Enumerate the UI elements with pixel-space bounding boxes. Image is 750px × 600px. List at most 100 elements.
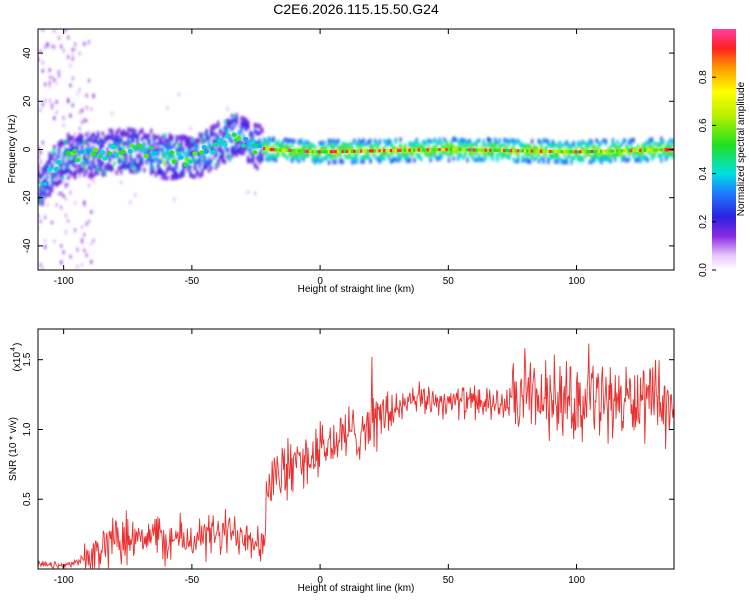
heat-cell [101, 131, 105, 137]
heat-cell [59, 166, 63, 172]
heat-cell [50, 220, 54, 225]
heat-cell [193, 160, 197, 165]
heat-cell [237, 130, 241, 136]
heat-cell [108, 131, 111, 136]
heat-cell [200, 138, 204, 144]
heat-cell [290, 148, 294, 153]
heat-cell [46, 185, 49, 190]
heat-cell [546, 149, 550, 153]
heat-cell [602, 138, 605, 144]
heat-cell [235, 113, 238, 118]
heat-cell [41, 180, 45, 186]
heat-cell [355, 149, 358, 153]
heat-cell [258, 156, 262, 162]
heat-cell [611, 142, 615, 148]
heat-cell [42, 181, 48, 187]
heat-cell [108, 134, 112, 140]
heat-cell [240, 121, 243, 126]
heat-cell [203, 155, 206, 161]
heat-cell [373, 142, 377, 147]
heat-cell [546, 157, 550, 163]
heat-cell [38, 199, 40, 205]
heat-cell [200, 132, 204, 138]
heat-cell [383, 150, 386, 156]
spectrogram-cells [38, 29, 674, 270]
heat-cell [613, 143, 617, 148]
heat-cell [76, 138, 79, 143]
heat-cell [440, 149, 444, 155]
heat-cell [90, 259, 93, 264]
heat-cell [57, 180, 61, 186]
heat-cell [67, 35, 70, 40]
heat-cell [173, 142, 176, 148]
heat-cell [306, 140, 310, 146]
heat-cell [166, 175, 169, 181]
heat-cell [101, 160, 105, 166]
heat-cell [138, 165, 142, 171]
heat-cell [251, 131, 255, 137]
heat-cell [611, 149, 615, 153]
heat-cell [189, 141, 192, 147]
heat-cell [556, 152, 559, 158]
heat-cell [41, 201, 45, 206]
heat-cell [96, 131, 100, 136]
heat-cell [166, 168, 169, 173]
heat-cell [463, 138, 467, 144]
heat-cell [117, 166, 121, 171]
heat-cell [570, 143, 573, 149]
heat-cell [221, 153, 225, 158]
heat-cell [304, 139, 308, 145]
heat-cell [210, 145, 213, 150]
heat-cell [38, 213, 40, 218]
heat-cell [556, 143, 559, 148]
heat-cell [477, 148, 481, 152]
heat-cell [94, 135, 98, 141]
heat-cell [276, 142, 280, 147]
heat-cell [50, 175, 54, 181]
heat-cell [618, 144, 622, 149]
heat-cell [634, 148, 638, 153]
chart-title: C2E6.2026.115.15.50.G24 [273, 1, 439, 17]
heat-cell [78, 140, 82, 145]
heat-cell [332, 144, 335, 149]
heat-cell [207, 168, 211, 173]
heat-cell [514, 159, 518, 164]
heat-cell [371, 144, 375, 150]
heat-cell [350, 141, 354, 147]
heat-cell [549, 142, 552, 148]
heat-cell [620, 156, 624, 161]
heat-cell [198, 161, 202, 167]
heat-cell [205, 136, 208, 142]
heat-cell [623, 138, 626, 143]
heat-cell [41, 191, 45, 197]
heat-cell [115, 170, 118, 176]
heat-cell [514, 149, 518, 153]
heat-cell [507, 150, 511, 156]
heat-cell [193, 165, 197, 171]
heat-cell [64, 182, 68, 187]
heat-cell [192, 151, 198, 156]
heat-cell [133, 158, 137, 164]
heat-cell [636, 143, 640, 149]
heat-cell [85, 169, 88, 174]
heat-cell [523, 146, 527, 151]
heat-cell [59, 162, 63, 168]
heat-cell [131, 133, 135, 138]
heat-cell [350, 149, 354, 153]
heat-cell [100, 150, 106, 155]
heat-cell [156, 141, 160, 147]
heat-cell [316, 150, 319, 154]
heat-cell [431, 148, 435, 152]
heat-cell [48, 98, 51, 103]
heat-cell [491, 150, 495, 155]
heat-cell [85, 118, 88, 123]
heat-cell [216, 135, 220, 141]
heat-cell [597, 149, 601, 153]
heat-cell [496, 152, 499, 158]
heat-cell [57, 141, 61, 147]
heat-cell [62, 250, 65, 255]
heat-cell [516, 138, 520, 144]
heat-cell [87, 145, 91, 151]
heat-cell [48, 75, 51, 80]
heat-cell [371, 149, 375, 153]
